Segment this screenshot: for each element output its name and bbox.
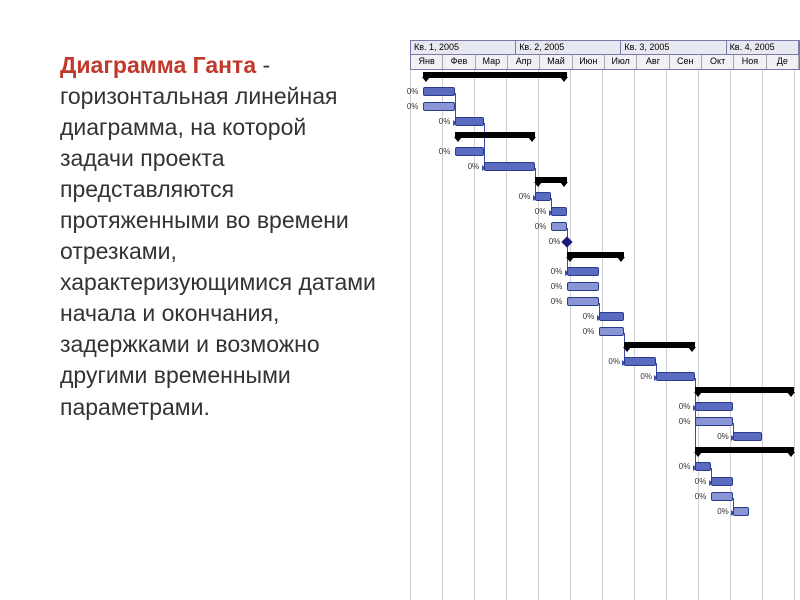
gridline xyxy=(570,70,571,600)
gridline xyxy=(410,70,411,600)
progress-label: 0% xyxy=(439,117,451,126)
gridline xyxy=(666,70,667,600)
progress-label: 0% xyxy=(468,162,480,171)
progress-label: 0% xyxy=(551,267,563,276)
gantt-timescale-header: Кв. 1, 2005Кв. 2, 2005Кв. 3, 2005Кв. 4, … xyxy=(410,40,800,70)
task-bar xyxy=(551,222,567,231)
task-bar xyxy=(599,327,625,336)
task-bar xyxy=(711,477,733,486)
month-cell: Окт xyxy=(702,55,734,69)
progress-label: 0% xyxy=(535,207,547,216)
progress-label: 0% xyxy=(679,402,691,411)
task-bar xyxy=(455,117,484,126)
task-bar xyxy=(656,372,694,381)
month-cell: Июн xyxy=(573,55,605,69)
gridline xyxy=(634,70,635,600)
progress-label: 0% xyxy=(551,297,563,306)
gridline xyxy=(730,70,731,600)
task-bar xyxy=(695,402,733,411)
task-bar xyxy=(733,432,762,441)
task-bar xyxy=(423,87,455,96)
task-bar xyxy=(733,507,749,516)
progress-label: 0% xyxy=(679,417,691,426)
month-cell: Сен xyxy=(670,55,702,69)
progress-label: 0% xyxy=(535,222,547,231)
task-bar xyxy=(567,297,599,306)
progress-label: 0% xyxy=(407,87,419,96)
gantt-chart: Кв. 1, 2005Кв. 2, 2005Кв. 3, 2005Кв. 4, … xyxy=(400,0,800,600)
task-bar xyxy=(695,417,733,426)
summary-task-bar xyxy=(455,132,535,138)
progress-label: 0% xyxy=(583,312,595,321)
month-cell: Апр xyxy=(508,55,540,69)
progress-label: 0% xyxy=(695,492,707,501)
progress-label: 0% xyxy=(439,147,451,156)
gantt-body: 0% 0% 0% 0% 0% 0% 0% 0% 0% 0% 0% 0% 0% 0% 0% 0% 0% 0% 0% 0%… xyxy=(410,70,800,600)
definition-body: - горизонтальная линейная диаграмма, на … xyxy=(60,52,376,420)
progress-label: 0% xyxy=(695,477,707,486)
progress-label: 0% xyxy=(717,507,729,516)
quarter-row: Кв. 1, 2005Кв. 2, 2005Кв. 3, 2005Кв. 4, … xyxy=(411,41,799,55)
progress-label: 0% xyxy=(519,192,531,201)
task-bar xyxy=(624,357,656,366)
month-cell: Июл xyxy=(605,55,637,69)
quarter-cell: Кв. 3, 2005 xyxy=(621,41,726,54)
quarter-cell: Кв. 4, 2005 xyxy=(727,41,799,54)
month-cell: Ноя xyxy=(734,55,766,69)
month-cell: Авг xyxy=(637,55,669,69)
month-cell: Фев xyxy=(443,55,475,69)
gridline xyxy=(698,70,699,600)
month-cell: Де xyxy=(767,55,799,69)
progress-label: 0% xyxy=(583,327,595,336)
task-bar xyxy=(423,102,455,111)
task-bar xyxy=(695,462,711,471)
progress-label: 0% xyxy=(717,432,729,441)
month-cell: Янв xyxy=(411,55,443,69)
progress-label: 0% xyxy=(551,282,563,291)
summary-task-bar xyxy=(567,252,625,258)
summary-task-bar xyxy=(695,447,794,453)
progress-label: 0% xyxy=(640,372,652,381)
task-bar xyxy=(711,492,733,501)
term-title: Диаграмма Ганта xyxy=(60,52,256,78)
quarter-cell: Кв. 2, 2005 xyxy=(516,41,621,54)
summary-task-bar xyxy=(423,72,567,78)
task-bar xyxy=(455,147,484,156)
quarter-cell: Кв. 1, 2005 xyxy=(411,41,516,54)
progress-label: 0% xyxy=(608,357,620,366)
summary-task-bar xyxy=(535,177,567,183)
month-row: ЯнвФевМарАпрМайИюнИюлАвгСенОктНояДе xyxy=(411,55,799,69)
task-bar xyxy=(567,267,599,276)
gridline xyxy=(506,70,507,600)
progress-label: 0% xyxy=(679,462,691,471)
month-cell: Май xyxy=(540,55,572,69)
task-bar xyxy=(567,282,599,291)
task-bar xyxy=(535,192,551,201)
task-bar xyxy=(599,312,625,321)
text-column: Диаграмма Ганта - горизонтальная линейна… xyxy=(0,0,400,600)
summary-task-bar xyxy=(624,342,694,348)
task-bar xyxy=(484,162,535,171)
definition-paragraph: Диаграмма Ганта - горизонтальная линейна… xyxy=(60,50,380,423)
gridline xyxy=(762,70,763,600)
progress-label: 0% xyxy=(549,237,561,246)
month-cell: Мар xyxy=(476,55,508,69)
progress-label: 0% xyxy=(407,102,419,111)
task-bar xyxy=(551,207,567,216)
dependency-link xyxy=(484,123,485,168)
gridline xyxy=(538,70,539,600)
gridline xyxy=(794,70,795,600)
summary-task-bar xyxy=(695,387,794,393)
